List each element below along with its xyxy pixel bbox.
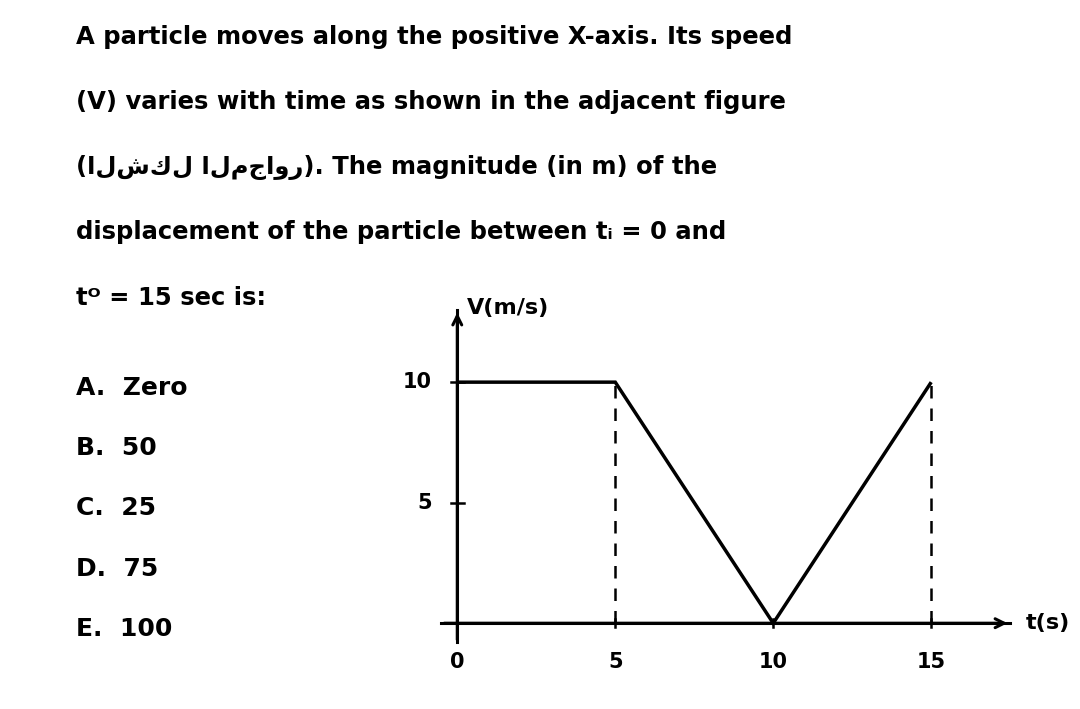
Text: t(s): t(s) [1026,613,1070,633]
Text: (V) varies with time as shown in the adjacent figure: (V) varies with time as shown in the adj… [76,90,785,114]
Text: 5: 5 [608,652,622,672]
Text: 15: 15 [917,652,946,672]
Text: 0: 0 [450,652,464,672]
Text: 10: 10 [403,372,432,392]
Text: E.  100: E. 100 [76,617,172,641]
Text: C.  25: C. 25 [76,496,156,520]
Text: 5: 5 [417,493,432,513]
Text: 10: 10 [759,652,787,672]
Text: V(m/s): V(m/s) [467,298,549,318]
Text: (الشكل المجاور). The magnitude (in m) of the: (الشكل المجاور). The magnitude (in m) of… [76,155,717,180]
Text: tᴼ = 15 sec is:: tᴼ = 15 sec is: [76,286,266,310]
Text: A.  Zero: A. Zero [76,376,187,400]
Text: D.  75: D. 75 [76,557,158,581]
Text: displacement of the particle between tᵢ = 0 and: displacement of the particle between tᵢ … [76,220,726,245]
Text: B.  50: B. 50 [76,436,157,460]
Text: A particle moves along the positive X-axis. Its speed: A particle moves along the positive X-ax… [76,25,792,49]
